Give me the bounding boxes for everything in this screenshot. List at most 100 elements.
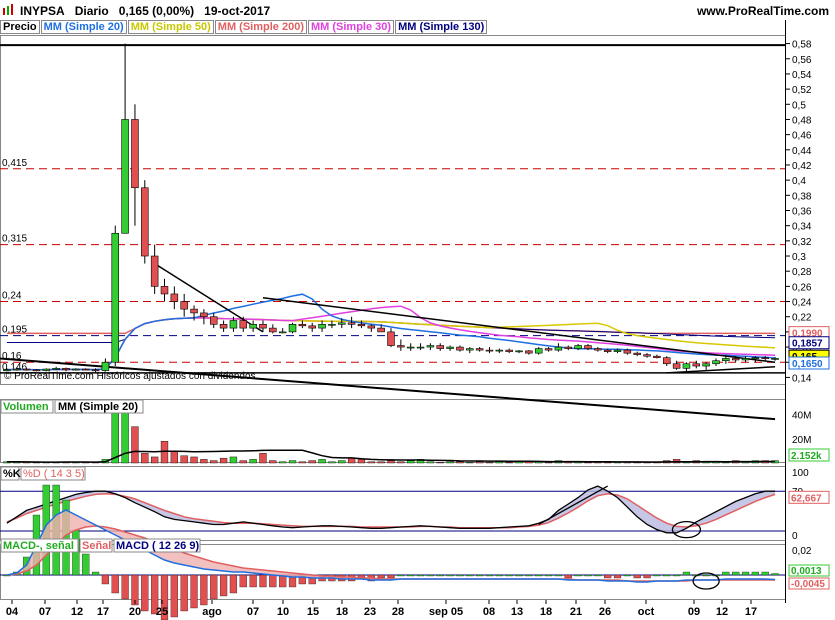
candle-body	[505, 349, 513, 352]
value-tag: 0,1650	[792, 359, 823, 370]
macd-hist-bar	[397, 574, 405, 577]
x-tick-label: 25	[156, 606, 168, 618]
candle-body	[259, 324, 267, 329]
macd-hist-bar	[101, 574, 110, 585]
chart-header: INYPSA Diario 0,165 (0,00%) 19-oct-2017 …	[0, 0, 835, 20]
legend-item-5[interactable]: MM (Simple 130)	[395, 20, 488, 34]
stoch-d-line	[6, 493, 776, 529]
candle-body	[219, 324, 228, 329]
price-tick-label: 0,36	[792, 207, 812, 218]
macd-hist-bar	[476, 574, 484, 577]
macd-hist-bar	[229, 574, 238, 594]
macd-hist-bar	[426, 574, 434, 577]
candle-body	[62, 368, 70, 371]
volume-bar	[200, 459, 208, 464]
copyright-text: © ProRealTime.com Históricos ajustados c…	[4, 371, 256, 382]
macd-tag: -0,0045	[791, 579, 825, 590]
volume-bar	[446, 461, 454, 464]
candle-body	[594, 348, 602, 351]
candle-body	[91, 369, 100, 372]
candle-body	[584, 345, 592, 349]
macd-hist-bar	[436, 574, 444, 577]
legend-item-1[interactable]: MM (Simple 20)	[40, 20, 127, 34]
macd-hist-bar	[151, 574, 159, 615]
candle-body	[42, 368, 51, 371]
volume-bar	[347, 457, 356, 464]
macd-hist-bar	[574, 574, 582, 577]
candle-body	[131, 119, 139, 189]
price-tick-label: 0,34	[792, 222, 812, 233]
volume-bar	[180, 455, 188, 464]
site-url[interactable]: www.ProRealTime.com	[696, 4, 829, 18]
x-tick-label: 12	[71, 606, 83, 618]
legend-item-0[interactable]: Precio	[0, 20, 40, 34]
level-label: 0,16	[2, 351, 22, 362]
macd-hist-bar	[407, 574, 415, 577]
macd-hist-bar	[505, 574, 513, 577]
value-tag-box	[788, 356, 830, 370]
x-tick-label: 12	[716, 606, 728, 618]
candle-body	[32, 369, 41, 372]
legend-item-4[interactable]: MM (Simple 30)	[307, 20, 395, 34]
panel-frame-0	[0, 35, 786, 385]
macd-hist-bar	[219, 574, 228, 597]
candle-body	[160, 286, 169, 295]
candle-body	[456, 346, 464, 351]
label-text: Señal	[82, 540, 111, 552]
candle-body	[613, 349, 622, 352]
macd-hist-bar	[111, 574, 119, 594]
volume-bar	[456, 461, 464, 464]
x-tick-label: oct	[638, 606, 655, 618]
candle-body	[180, 301, 188, 310]
macd-labels: MACD-, señal Señal MACD ( 12 26 9)	[0, 538, 201, 553]
price-tick-label: 0,24	[792, 298, 812, 309]
volume-bar	[229, 456, 238, 464]
value-tag: 0,1857	[792, 339, 823, 350]
candle-body	[702, 363, 710, 367]
candle-body	[121, 119, 129, 234]
candle-body	[111, 232, 119, 363]
level-label: 0,315	[2, 234, 27, 245]
macd-hist-bar	[623, 574, 631, 577]
x-tick-label: 21	[570, 606, 582, 618]
candle-body	[288, 324, 297, 333]
stoch-k-line	[6, 485, 776, 534]
stoch-trendline	[538, 485, 608, 526]
candle-body	[269, 327, 277, 333]
macd-hist-bar	[466, 574, 474, 577]
macd-hist-bar	[121, 574, 129, 600]
price-tick-label: 0,22	[792, 313, 812, 324]
x-tick-label: 10	[277, 606, 289, 618]
macd-hist-bar	[613, 574, 622, 579]
candle-body	[101, 361, 110, 371]
candle-body	[554, 346, 563, 351]
legend-item-2[interactable]: MM (Simple 50)	[127, 20, 214, 34]
macd-hist-bar	[741, 571, 750, 576]
candle-body	[623, 349, 632, 354]
trendline-4	[666, 366, 776, 374]
macd-hist-bar	[761, 571, 769, 576]
volume-bar	[298, 461, 307, 464]
volume-bar	[239, 460, 247, 464]
legend-item-3[interactable]: MM (Simple 200)	[214, 20, 307, 34]
x-tick-label: 09	[688, 606, 700, 618]
price-tick-label: 0,28	[792, 267, 812, 278]
candle-body	[367, 325, 376, 329]
macd-hist-bar	[525, 574, 533, 577]
label-box	[54, 399, 144, 414]
volume-bar	[259, 453, 267, 464]
macd-hist-bar	[416, 574, 425, 577]
candle-body	[475, 348, 484, 351]
vol-tag: 2.152k	[791, 451, 822, 462]
volume-bar	[397, 461, 405, 464]
macd-hist-bar	[82, 553, 90, 576]
candle-body	[377, 327, 385, 333]
trendline-3	[0, 357, 776, 421]
candle-body	[190, 308, 198, 314]
volume-bar	[544, 462, 553, 464]
macd-hist-bar	[141, 574, 149, 612]
panel-frame-3	[0, 544, 786, 600]
candle-body	[229, 320, 238, 329]
macd-hist-bar	[180, 574, 188, 612]
